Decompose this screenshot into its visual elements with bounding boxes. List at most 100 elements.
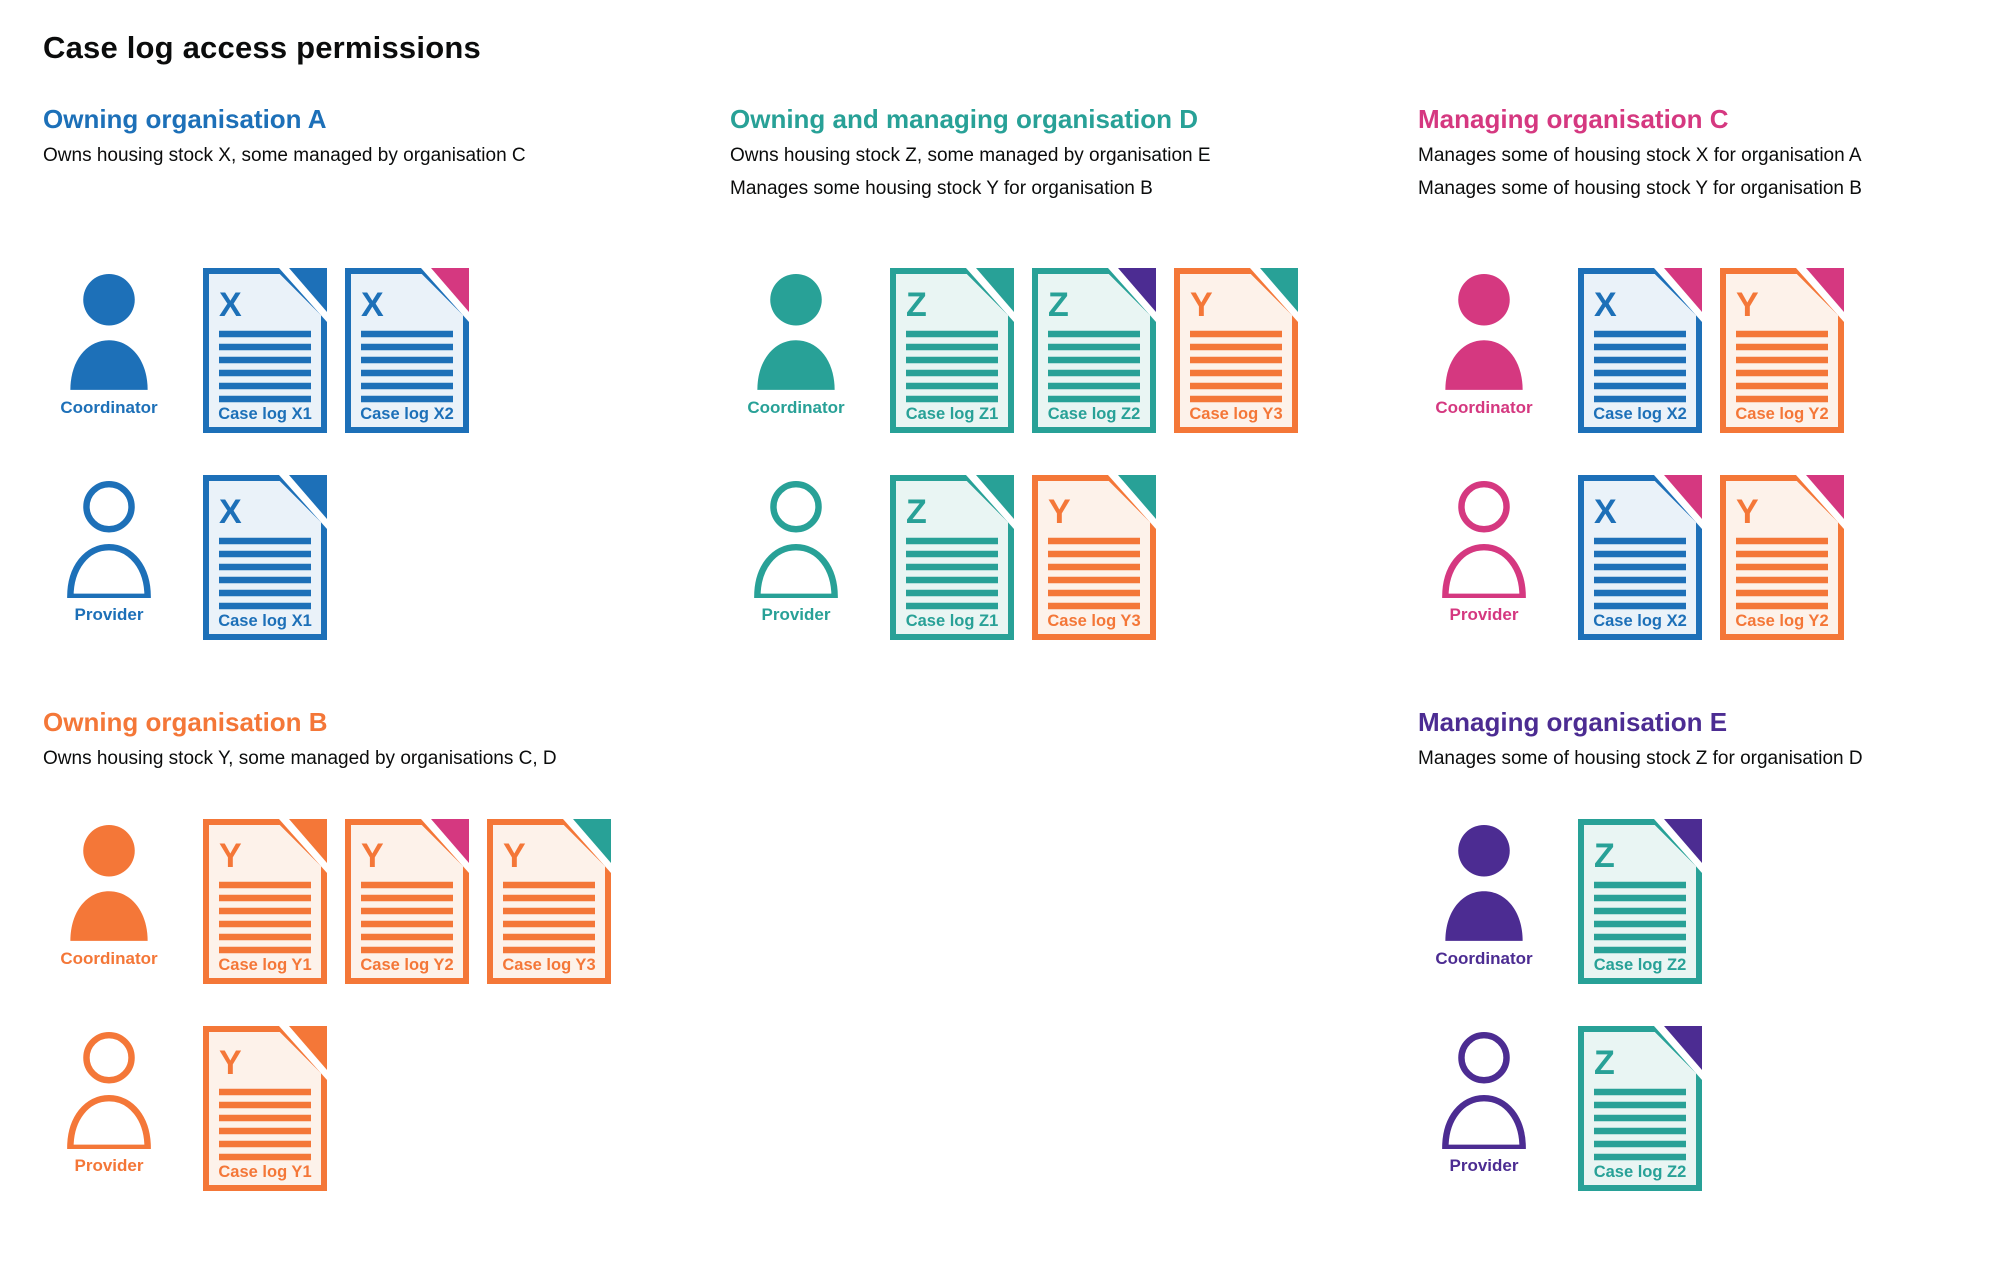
permission-rows: Coordinator X Case log X2 Y Case log Y2 Provi… [1418, 267, 1978, 681]
doc-letter: Y [1736, 286, 1759, 324]
person-role-label: Coordinator [1435, 398, 1533, 417]
case-log-x2: X Case log X2 [1578, 474, 1702, 641]
folded-corner [1260, 268, 1298, 312]
case-log-y3: Y Case log Y3 [1032, 474, 1156, 641]
doc-label: Case log Y3 [1047, 612, 1140, 630]
case-log-document: Z Case log Z2 [1032, 268, 1156, 433]
case-log-z2: Z Case log Z2 [1032, 267, 1156, 434]
doc-letter: X [219, 286, 242, 324]
provider-person: Provider [1418, 1025, 1550, 1192]
provider-icon [67, 480, 151, 598]
case-log-documents: Y Case log Y1 [203, 1025, 327, 1192]
folded-corner [289, 475, 327, 519]
case-log-z1: Z Case log Z1 [890, 474, 1014, 641]
doc-label: Case log Z2 [1594, 1163, 1687, 1181]
case-log-document: X Case log X2 [1578, 475, 1702, 640]
provider-person: Provider [1418, 474, 1550, 641]
doc-letter: Z [1594, 1044, 1615, 1082]
folded-corner [1118, 268, 1156, 312]
person-role-label: Coordinator [60, 949, 158, 968]
case-log-y3: Y Case log Y3 [487, 818, 611, 985]
case-log-documents: Z Case log Z1 Y Case log Y3 [890, 474, 1156, 641]
folded-corner [1664, 819, 1702, 863]
page-title: Case log access permissions [43, 30, 481, 65]
folded-corner [1664, 1026, 1702, 1070]
provider-person: Provider [43, 1025, 175, 1192]
doc-letter: Y [219, 1044, 242, 1082]
folded-corner [1118, 475, 1156, 519]
coordinator-person: Coordinator [43, 267, 175, 434]
coordinator-icon [1445, 824, 1523, 941]
section-title: Owning and managing organisation D [730, 104, 1199, 134]
provider-person: Provider [43, 474, 175, 641]
coordinator-person: Coordinator [43, 818, 175, 985]
folded-corner [976, 268, 1014, 312]
section-managing-organisation-e: Managing organisation E Manages some of … [1418, 707, 1978, 1268]
case-log-documents: Z Case log Z2 [1578, 818, 1702, 985]
folded-corner [573, 819, 611, 863]
section-description: Owns housing stock Y, some managed by or… [43, 747, 557, 769]
doc-letter: Y [219, 837, 242, 875]
case-log-document: Z Case log Z1 [890, 268, 1014, 433]
doc-label: Case log Y2 [1735, 612, 1828, 630]
section-managing-organisation-c: Managing organisation C Manages some of … [1418, 104, 1978, 665]
person-role-label: Provider [74, 605, 144, 624]
doc-letter: Y [361, 837, 384, 875]
doc-label: Case log X2 [1593, 405, 1687, 423]
section-title: Managing organisation C [1418, 104, 1729, 134]
permission-row-coordinator: Coordinator X Case log X1 X Case log X2 [43, 267, 703, 434]
coordinator-person: Coordinator [730, 267, 862, 434]
doc-letter: X [1594, 493, 1617, 531]
case-log-document: X Case log X2 [345, 268, 469, 433]
provider-person: Provider [730, 474, 862, 641]
permission-rows: Coordinator X Case log X1 X Case log X2 Provi… [43, 267, 703, 681]
folded-corner [1664, 475, 1702, 519]
coordinator-person: Coordinator [1418, 818, 1550, 985]
section-owning-managing-organisation-d: Owning and managing organisation D Owns … [730, 104, 1390, 665]
folded-corner [431, 268, 469, 312]
folded-corner [1806, 268, 1844, 312]
doc-letter: Y [503, 837, 526, 875]
coordinator-icon [70, 824, 148, 941]
coordinator-icon [757, 273, 835, 390]
case-log-document: Y Case log Y3 [487, 819, 611, 984]
case-log-documents: X Case log X1 [203, 474, 327, 641]
permission-rows: Coordinator Z Case log Z1 Z Case log Z2 Y Case… [730, 267, 1390, 681]
case-log-y2: Y Case log Y2 [1720, 474, 1844, 641]
case-log-documents: Z Case log Z2 [1578, 1025, 1702, 1192]
case-log-document: X Case log X2 [1578, 268, 1702, 433]
doc-label: Case log X1 [218, 405, 312, 423]
doc-letter: Y [1048, 493, 1071, 531]
doc-label: Case log X2 [360, 405, 454, 423]
folded-corner [289, 819, 327, 863]
doc-letter: Z [906, 286, 927, 324]
case-log-y3: Y Case log Y3 [1174, 267, 1298, 434]
provider-icon [67, 1031, 151, 1149]
person-role-label: Coordinator [747, 398, 845, 417]
case-log-x1: X Case log X1 [203, 267, 327, 434]
folded-corner [431, 819, 469, 863]
doc-label: Case log Z2 [1594, 956, 1687, 974]
section-description: Manages some housing stock Y for organis… [730, 177, 1153, 199]
case-log-document: Y Case log Y3 [1032, 475, 1156, 640]
permission-row-coordinator: Coordinator Y Case log Y1 Y Case log Y2 Y Case… [43, 818, 703, 985]
case-log-documents: X Case log X2 Y Case log Y2 [1578, 267, 1844, 434]
section-title: Owning organisation B [43, 707, 328, 737]
coordinator-icon [1445, 273, 1523, 390]
permission-row-provider: Provider X Case log X2 Y Case log Y2 [1418, 474, 1978, 641]
permission-row-coordinator: Coordinator Z Case log Z2 [1418, 818, 1978, 985]
doc-letter: Z [906, 493, 927, 531]
doc-letter: Y [1736, 493, 1759, 531]
doc-letter: X [361, 286, 384, 324]
folded-corner [289, 268, 327, 312]
provider-icon [1442, 1031, 1526, 1149]
doc-label: Case log Y3 [502, 956, 595, 974]
section-title: Owning organisation A [43, 104, 327, 134]
doc-label: Case log Y1 [218, 956, 311, 974]
doc-letter: Z [1594, 837, 1615, 875]
section-owning-organisation-b: Owning organisation B Owns housing stock… [43, 707, 703, 1268]
section-owning-organisation-a: Owning organisation A Owns housing stock… [43, 104, 703, 665]
doc-label: Case log Y1 [218, 1163, 311, 1181]
case-log-document: Y Case log Y2 [345, 819, 469, 984]
